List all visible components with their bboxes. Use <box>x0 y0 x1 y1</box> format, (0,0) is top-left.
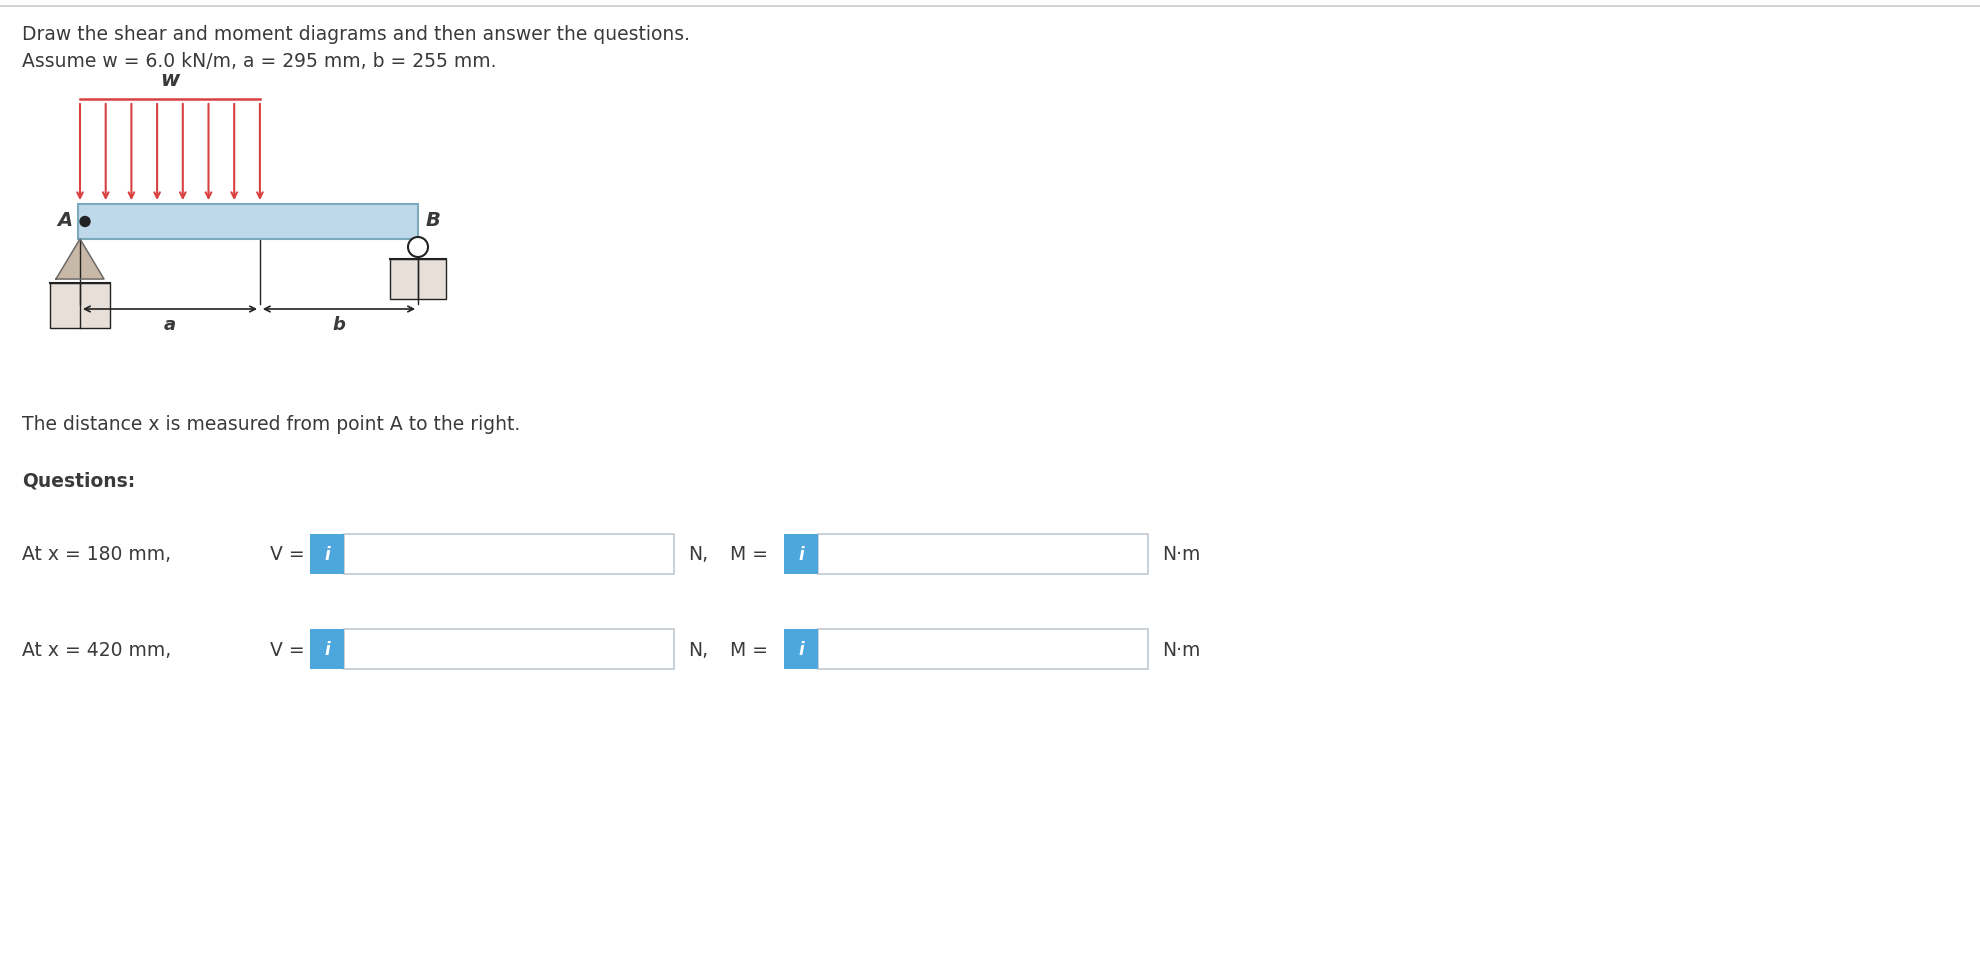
Text: At x = 180 mm,: At x = 180 mm, <box>22 545 170 564</box>
Text: i: i <box>798 546 804 563</box>
Bar <box>818 535 1148 575</box>
Text: V =: V = <box>269 640 305 659</box>
Text: The distance x is measured from point A to the right.: The distance x is measured from point A … <box>22 415 521 433</box>
Text: Questions:: Questions: <box>22 472 135 490</box>
Text: a: a <box>164 316 176 333</box>
Bar <box>345 629 673 670</box>
Bar <box>311 535 345 575</box>
Text: i: i <box>325 546 331 563</box>
Text: At x = 420 mm,: At x = 420 mm, <box>22 640 170 659</box>
Bar <box>311 629 345 670</box>
Bar <box>818 629 1148 670</box>
Text: i: i <box>325 641 331 658</box>
Bar <box>77 204 418 239</box>
Text: M =: M = <box>731 545 768 564</box>
Text: i: i <box>798 641 804 658</box>
Text: N·m: N·m <box>1162 545 1200 564</box>
Bar <box>50 284 111 328</box>
Polygon shape <box>55 239 105 280</box>
Bar <box>784 629 818 670</box>
Text: w: w <box>160 70 180 90</box>
Text: b: b <box>333 316 345 333</box>
Text: Assume w = 6.0 kN/m, a = 295 mm, b = 255 mm.: Assume w = 6.0 kN/m, a = 295 mm, b = 255… <box>22 52 497 71</box>
Text: M =: M = <box>731 640 768 659</box>
Text: V =: V = <box>269 545 305 564</box>
Text: N,: N, <box>687 640 709 659</box>
Bar <box>345 535 673 575</box>
Circle shape <box>79 217 89 228</box>
Text: A: A <box>57 211 71 230</box>
Text: Draw the shear and moment diagrams and then answer the questions.: Draw the shear and moment diagrams and t… <box>22 25 689 44</box>
Bar <box>390 260 446 299</box>
Text: N·m: N·m <box>1162 640 1200 659</box>
Text: B: B <box>426 211 442 230</box>
Circle shape <box>408 237 428 258</box>
Bar <box>784 535 818 575</box>
Text: N,: N, <box>687 545 709 564</box>
